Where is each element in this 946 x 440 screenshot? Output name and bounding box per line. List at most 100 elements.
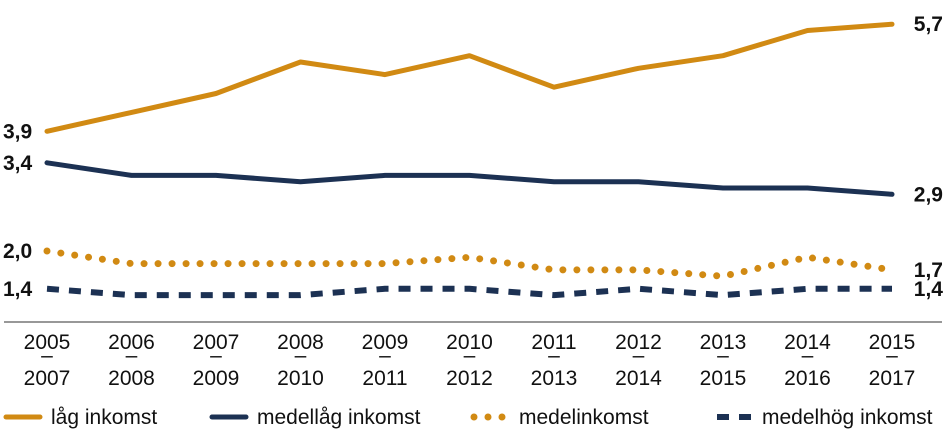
- series-1-point: [637, 66, 641, 70]
- x-tick-label-end: 2017: [869, 367, 916, 390]
- legend-item: låg inkomst: [3, 406, 157, 429]
- series-1-point: [45, 129, 49, 133]
- x-tick-separator: –: [717, 344, 729, 367]
- x-tick-label-end: 2016: [784, 367, 831, 390]
- series-line-3: [43, 247, 896, 280]
- x-tick-label-start: 2010: [446, 331, 493, 354]
- series-line-1: [44, 21, 895, 134]
- end-value-label: 2,9: [914, 183, 943, 206]
- series-1-point: [130, 110, 134, 114]
- series-1-point: [890, 22, 894, 26]
- x-tick-label-end: 2013: [531, 367, 578, 390]
- series-3-point: [383, 262, 387, 266]
- series-3-point: [552, 268, 556, 272]
- x-tick-label-end: 2008: [108, 367, 155, 390]
- legend-label: medelinkomst: [519, 406, 649, 429]
- series-4-point: [130, 293, 134, 297]
- x-tick-label-end: 2007: [24, 367, 71, 390]
- legend-item: medelhög inkomst: [717, 406, 933, 429]
- series-4-point: [806, 287, 810, 291]
- x-tick-separator: –: [464, 344, 476, 367]
- x-tick-separator: –: [210, 344, 222, 367]
- series-3-point: [806, 255, 810, 259]
- series-3-point: [299, 262, 303, 266]
- series-2-point: [637, 180, 641, 184]
- x-tick-label-start: 2011: [531, 331, 576, 354]
- x-tick-label-end: 2012: [446, 367, 493, 390]
- series-4-point: [721, 293, 725, 297]
- x-tick-label-start: 2012: [615, 331, 662, 354]
- end-value-label: 1,7: [914, 259, 943, 282]
- x-tick-separator: –: [41, 344, 53, 367]
- x-tick-label-end: 2011: [362, 367, 407, 390]
- x-tick-label-start: 2008: [277, 331, 324, 354]
- series-4-point: [214, 293, 218, 297]
- legend-item: medelinkomst: [470, 406, 649, 429]
- x-tick-label-start: 2006: [108, 331, 155, 354]
- x-tick-label-start: 2014: [784, 331, 831, 354]
- x-tick-label-start: 2013: [700, 331, 747, 354]
- legend-label: medelhög inkomst: [762, 406, 933, 429]
- series-2-point: [468, 173, 472, 177]
- x-tick-label-start: 2009: [362, 331, 409, 354]
- series-1-point: [806, 29, 810, 33]
- x-tick-label-start: 2015: [869, 331, 916, 354]
- x-tick-label-start: 2005: [24, 331, 71, 354]
- series-3-point: [214, 262, 218, 266]
- series-3-point: [637, 268, 641, 272]
- series-2-point: [806, 186, 810, 190]
- x-tick-separator: –: [886, 344, 898, 367]
- series-line-4: [46, 285, 892, 299]
- start-value-label: 3,9: [3, 120, 32, 143]
- series-3-point: [130, 262, 134, 266]
- end-value-label: 5,7: [914, 13, 943, 36]
- series-2-point: [383, 173, 387, 177]
- series-3-point: [721, 274, 725, 278]
- series-2-point: [890, 192, 894, 196]
- series-2-point: [552, 180, 556, 184]
- x-tick-label-end: 2014: [615, 367, 662, 390]
- series-2-point: [130, 173, 134, 177]
- x-tick-separator: –: [295, 344, 307, 367]
- series-2-point: [214, 173, 218, 177]
- series-1-point: [468, 54, 472, 58]
- legend-label: medellåg inkomst: [257, 406, 421, 429]
- series-4-point: [468, 287, 472, 291]
- series-3-point: [45, 249, 49, 253]
- legend: låg inkomst medellåg inkomst medelinkomst m…: [3, 406, 933, 429]
- x-tick-label-start: 2007: [193, 331, 240, 354]
- series-1-point: [299, 60, 303, 64]
- x-tick-separator: –: [126, 344, 138, 367]
- x-tick-label-end: 2010: [277, 367, 324, 390]
- series-4-point: [890, 287, 894, 291]
- series-3-point: [890, 268, 894, 272]
- start-value-label: 3,4: [3, 152, 33, 175]
- series-1-point: [552, 85, 556, 89]
- series-1-point: [214, 92, 218, 96]
- series-1-point: [721, 54, 725, 58]
- series-4-point: [637, 287, 641, 291]
- series-1-point: [383, 73, 387, 77]
- x-tick-separator: –: [379, 344, 391, 367]
- series-2-point: [721, 186, 725, 190]
- series-2-point: [299, 180, 303, 184]
- value-labels: 3,95,73,42,92,01,71,4 1,4: [3, 13, 943, 301]
- series-4-point: [552, 293, 556, 297]
- x-tick-separator: –: [802, 344, 814, 367]
- series-line-2: [44, 160, 895, 197]
- x-tick-separator: –: [548, 344, 560, 367]
- series-4-point: [45, 287, 49, 291]
- series-lines: [43, 21, 896, 299]
- legend-label: låg inkomst: [51, 406, 157, 429]
- start-value-label: 2,0: [3, 240, 32, 263]
- x-tick-separator: –: [633, 344, 645, 367]
- series-2-point: [45, 161, 49, 165]
- end-value-label: 1,4: [914, 278, 944, 301]
- series-4-point: [299, 293, 303, 297]
- series-3-point: [468, 255, 472, 259]
- start-value-label: 1,4: [3, 278, 33, 301]
- x-tick-label-end: 2015: [700, 367, 747, 390]
- x-tick-label-end: 2009: [193, 367, 240, 390]
- series-4-point: [383, 287, 387, 291]
